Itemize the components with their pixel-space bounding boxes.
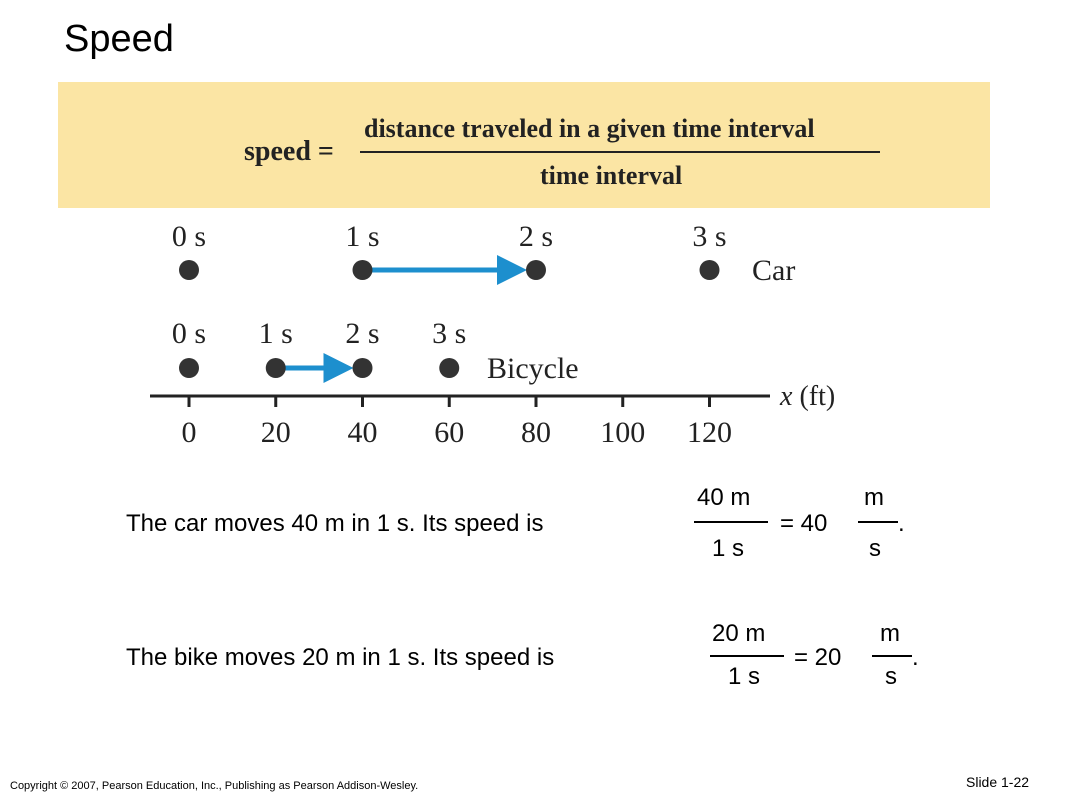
slide-title: Speed (64, 18, 174, 60)
formula-numerator: distance traveled in a given time interv… (364, 114, 815, 143)
bicycle-position-dot (265, 358, 286, 378)
bicycle-time-label: 0 s (172, 317, 206, 350)
copyright-notice: Copyright © 2007, Pearson Education, Inc… (10, 780, 419, 792)
car-position-dot (352, 260, 373, 280)
car-label: Car (752, 254, 795, 287)
car-position-dot (526, 260, 546, 280)
bike-unit-denominator: s (885, 663, 897, 690)
position-axis: 0 20 40 60 80 100 120 (150, 394, 770, 449)
car-speed-result: = 40 (780, 510, 828, 537)
formula-lhs: speed = (244, 136, 334, 167)
car-unit-denominator: s (869, 535, 881, 562)
car-period: . (898, 510, 905, 537)
car-row: 0 s 1 s 2 s 3 s Car (172, 220, 795, 287)
car-time-label: 2 s (519, 220, 553, 253)
car-time-label: 0 s (172, 220, 206, 253)
car-unit-numerator: m (864, 484, 884, 511)
formula-denominator: time interval (540, 161, 683, 190)
bicycle-time-label: 1 s (259, 317, 293, 350)
bike-frac-numerator: 20 m (712, 620, 766, 647)
car-frac-bar (694, 521, 768, 523)
bicycle-label: Bicycle (487, 352, 579, 385)
bicycle-position-dot (352, 358, 373, 378)
bike-period: . (912, 644, 919, 671)
bicycle-position-dot (439, 358, 460, 378)
axis-tick-label: 20 (261, 416, 291, 449)
formula-fraction-bar (360, 151, 880, 153)
bike-frac-bar (710, 655, 784, 657)
car-frac-numerator: 40 m (697, 484, 751, 511)
axis-tick-label: 40 (348, 416, 378, 449)
axis-tick-label: 120 (687, 416, 732, 449)
car-frac-denominator: 1 s (712, 535, 745, 562)
car-speed-sentence: The car moves 40 m in 1 s. Its speed is (126, 510, 544, 537)
axis-label: x (ft) (779, 381, 835, 412)
bicycle-time-label: 2 s (345, 317, 379, 350)
bicycle-position-dot (179, 358, 199, 378)
car-time-label: 1 s (345, 220, 379, 253)
bicycle-time-label: 3 s (432, 317, 466, 350)
car-unit-bar (858, 521, 898, 523)
bike-speed-sentence: The bike moves 20 m in 1 s. Its speed is (126, 644, 555, 671)
bike-unit-numerator: m (880, 620, 900, 647)
axis-tick-label: 80 (521, 416, 551, 449)
axis-tick-label: 60 (434, 416, 464, 449)
bike-frac-denominator: 1 s (728, 663, 761, 690)
axis-tick-label: 100 (600, 416, 645, 449)
bicycle-row: 0 s 1 s 2 s 3 s Bicycle (172, 317, 579, 385)
bike-speed-result: = 20 (794, 644, 842, 671)
axis-tick-label: 0 (182, 416, 197, 449)
car-time-label: 3 s (692, 220, 726, 253)
car-position-dot (179, 260, 199, 280)
speed-formula-box (58, 82, 990, 208)
slide-number: Slide 1-22 (966, 774, 1030, 790)
car-position-dot (699, 260, 720, 280)
bike-unit-bar (872, 655, 912, 657)
